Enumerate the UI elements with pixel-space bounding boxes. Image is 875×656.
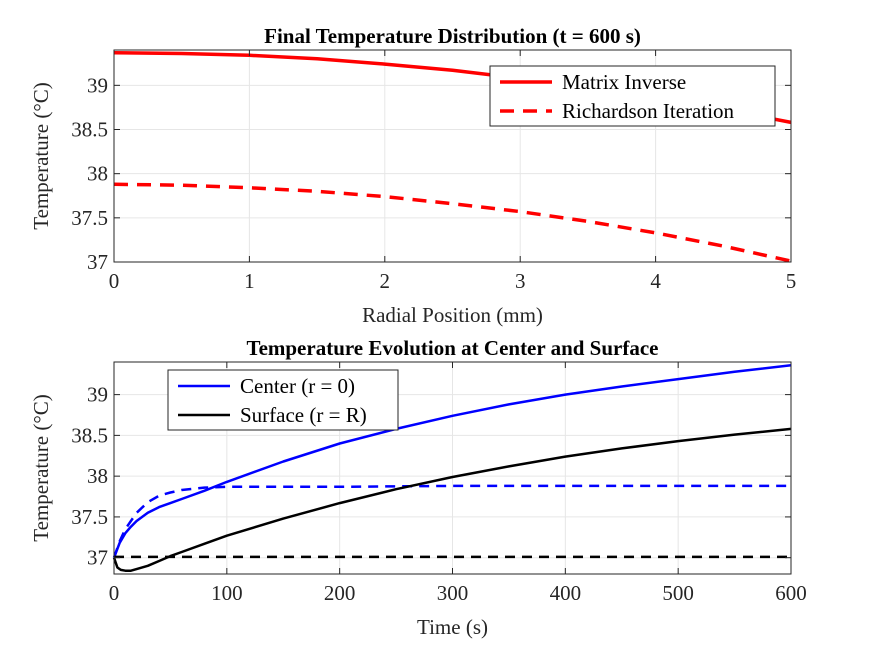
series-line <box>112 427 792 572</box>
x-tick-label: 500 <box>662 581 694 605</box>
series-line <box>112 484 791 559</box>
x-tick-label: 100 <box>211 581 243 605</box>
y-tick-label: 38 <box>87 162 108 186</box>
y-tick-label: 38.5 <box>71 118 108 142</box>
x-axis-label: Radial Position (mm) <box>362 303 543 327</box>
chart-title: Final Temperature Distribution (t = 600 … <box>264 24 641 48</box>
x-tick-label: 600 <box>775 581 807 605</box>
y-tick-label: 37.5 <box>71 206 108 230</box>
x-tick-label: 2 <box>380 269 391 293</box>
y-tick-label: 37.5 <box>71 505 108 529</box>
legend-label: Surface (r = R) <box>240 403 367 427</box>
legend-label: Matrix Inverse <box>562 70 686 94</box>
legend-box <box>489 65 776 127</box>
y-tick-label: 37 <box>87 250 108 274</box>
y-tick-label: 38.5 <box>71 423 108 447</box>
legend-label: Richardson Iteration <box>562 99 735 123</box>
x-tick-label: 5 <box>786 269 797 293</box>
x-tick-label: 0 <box>109 269 120 293</box>
x-tick-label: 300 <box>437 581 469 605</box>
x-tick-label: 3 <box>515 269 526 293</box>
top-plot: 0 1 2 3 4 5 37 37.5 38 38.5 39 Final Temperature Di… <box>29 24 796 327</box>
series-line <box>112 364 792 559</box>
chart-title: Temperature Evolution at Center and Surf… <box>246 336 658 360</box>
y-tick-label: 37 <box>87 546 108 570</box>
x-tick-label: 0 <box>109 581 120 605</box>
y-tick-label: 38 <box>87 464 108 488</box>
x-tick-label: 1 <box>244 269 255 293</box>
legend-box <box>167 369 399 431</box>
x-axis-label: Time (s) <box>417 615 488 639</box>
y-axis-label: Temperature (°C) <box>29 82 53 229</box>
axes-box <box>113 49 792 263</box>
y-tick-label: 39 <box>87 73 108 97</box>
x-tick-label: 400 <box>550 581 582 605</box>
legend-label: Center (r = 0) <box>240 374 355 398</box>
x-tick-label: 200 <box>324 581 356 605</box>
y-tick-label: 39 <box>87 383 108 407</box>
y-axis-label: Temperature (°C) <box>29 394 53 541</box>
x-tick-label: 4 <box>650 269 661 293</box>
bottom-plot: 0 100 200 300 400 500 600 37 37.5 38 38.5 39 Tempera… <box>29 336 807 639</box>
